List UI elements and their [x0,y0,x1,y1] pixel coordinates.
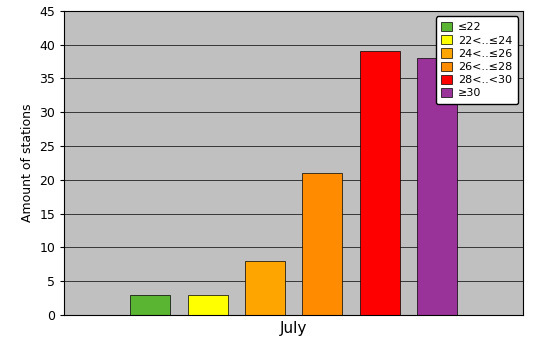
Y-axis label: Amount of stations: Amount of stations [21,103,34,222]
Bar [130,295,170,315]
X-axis label: July: July [280,321,308,335]
Bar [187,295,227,315]
Bar [417,58,457,315]
Legend: ≤22, 22<..≤24, 24<..≤26, 26<..≤28, 28<..<30, ≥30: ≤22, 22<..≤24, 24<..≤26, 26<..≤28, 28<..… [436,16,518,104]
Bar [302,173,342,315]
Bar [245,261,285,315]
Bar [360,51,400,315]
